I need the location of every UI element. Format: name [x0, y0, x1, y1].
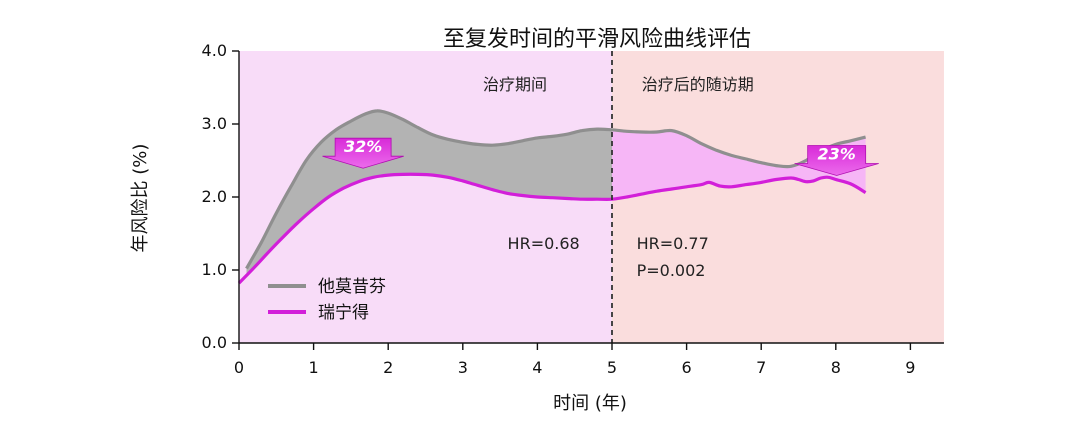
x-axis-title: 时间 (年) [553, 393, 627, 414]
x-tick-label: 5 [607, 358, 617, 377]
series-line-anastrozole [237, 172, 867, 285]
reduction-percent-label: 32% [344, 137, 382, 156]
x-ticks: 0 1 2 3 4 5 6 7 8 9 [234, 343, 915, 377]
x-tick-label: 9 [905, 358, 915, 377]
hr-during-label: HR=0.68 [508, 234, 580, 253]
band-follow-up [612, 129, 866, 200]
x-tick-label: 7 [756, 358, 766, 377]
x-tick-label: 8 [831, 358, 841, 377]
region-label-during-treatment: 治疗期间 [483, 75, 547, 94]
reduction-percent-label: 23% [818, 145, 856, 164]
y-tick-label: 0.0 [202, 333, 227, 352]
arrow-down-icon [322, 137, 404, 169]
region-1 [612, 51, 944, 343]
y-tick-label: 2.0 [202, 187, 227, 206]
legend-label-tamoxifen: 他莫昔芬 [318, 277, 386, 297]
x-tick-label: 6 [682, 358, 692, 377]
x-tick-label: 0 [234, 358, 244, 377]
arrow-down-icon [794, 145, 879, 176]
reduction-arrow-32: 32% [322, 137, 404, 169]
series-lines [237, 109, 867, 285]
hr-after-label: HR=0.77 [637, 234, 709, 253]
x-tick-label: 2 [383, 358, 393, 377]
p-value-label: P=0.002 [637, 261, 706, 280]
chart-title: 至复发时间的平滑风险曲线评估 [443, 27, 751, 52]
legend: 他莫昔芬 瑞宁得 [268, 277, 386, 323]
y-ticks: 0.0 1.0 2.0 3.0 4.0 [202, 41, 239, 352]
region-label-follow-up: 治疗后的随访期 [642, 75, 754, 94]
reduction-arrow-23: 23% [794, 145, 879, 176]
legend-label-anastrozole: 瑞宁得 [318, 303, 369, 323]
series-line-tamoxifen [245, 109, 866, 270]
x-tick-label: 4 [532, 358, 542, 377]
y-tick-label: 4.0 [202, 41, 227, 60]
y-tick-label: 1.0 [202, 260, 227, 279]
x-tick-label: 1 [309, 358, 319, 377]
y-axis-title: 年风险比 (%) [130, 144, 151, 253]
x-tick-label: 3 [458, 358, 468, 377]
y-tick-label: 3.0 [202, 114, 227, 133]
